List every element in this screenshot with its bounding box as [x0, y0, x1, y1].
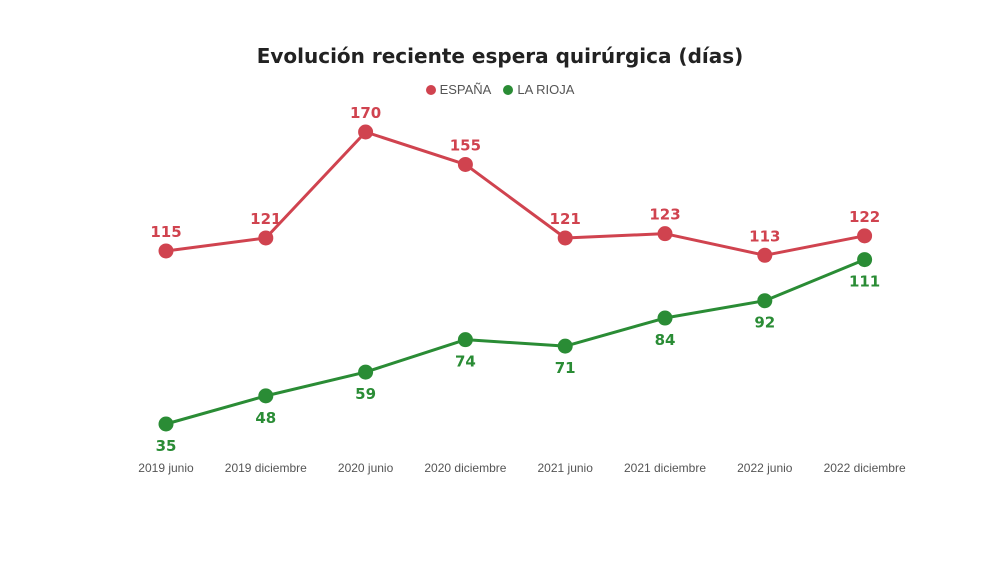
data-point-espana	[358, 124, 374, 140]
legend-item-espana[interactable]: ESPAÑA	[425, 82, 492, 97]
data-point-la-rioja	[757, 293, 773, 309]
data-point-espana	[757, 247, 773, 263]
data-label-la-rioja: 71	[555, 359, 576, 377]
x-tick-label: 2020 junio	[338, 461, 394, 475]
legend: ESPAÑA LA RIOJA	[0, 82, 1000, 97]
legend-label-espana: ESPAÑA	[439, 82, 492, 97]
data-label-espana: 123	[649, 206, 680, 224]
x-tick-label: 2019 junio	[138, 461, 194, 475]
data-point-la-rioja	[857, 252, 873, 268]
data-label-la-rioja: 59	[355, 385, 376, 403]
data-label-la-rioja: 35	[156, 437, 177, 455]
series-line-la-rioja	[165, 258, 866, 426]
data-point-la-rioja	[457, 332, 473, 348]
data-point-espana	[158, 243, 174, 259]
x-tick-label: 2021 junio	[538, 461, 594, 475]
data-point-espana	[457, 156, 473, 172]
data-label-espana: 155	[450, 136, 481, 154]
data-label-espana: 122	[849, 208, 880, 226]
data-point-la-rioja	[657, 310, 673, 326]
x-tick-label: 2021 diciembre	[624, 461, 706, 475]
data-label-la-rioja: 74	[455, 353, 476, 371]
x-tick-label: 2022 diciembre	[824, 461, 906, 475]
series-line-espana	[165, 130, 865, 257]
data-label-la-rioja: 48	[255, 409, 276, 427]
data-point-espana	[557, 230, 573, 246]
legend-item-la-rioja[interactable]: LA RIOJA	[503, 82, 574, 97]
chart-title: Evolución reciente espera quirúrgica (dí…	[256, 44, 744, 68]
data-label-espana: 115	[150, 223, 181, 241]
data-label-espana: 121	[250, 210, 281, 228]
data-point-espana	[657, 226, 673, 242]
data-point-espana	[857, 228, 873, 244]
data-point-la-rioja	[258, 388, 274, 404]
data-label-espana: 121	[550, 210, 581, 228]
data-point-la-rioja	[557, 338, 573, 354]
x-tick-label: 2020 diciembre	[424, 461, 506, 475]
x-tick-label: 2019 diciembre	[225, 461, 307, 475]
data-label-espana: 170	[350, 104, 381, 122]
data-point-espana	[258, 230, 274, 246]
data-point-la-rioja	[358, 364, 374, 380]
x-tick-label: 2022 junio	[737, 461, 793, 475]
legend-marker-la-rioja	[503, 84, 514, 95]
legend-marker-espana	[425, 84, 436, 95]
data-point-la-rioja	[158, 416, 174, 432]
data-label-espana: 113	[749, 227, 780, 245]
legend-label-la-rioja: LA RIOJA	[517, 82, 575, 97]
data-label-la-rioja: 111	[849, 273, 880, 291]
data-label-la-rioja: 84	[655, 331, 676, 349]
data-label-la-rioja: 92	[754, 314, 775, 332]
